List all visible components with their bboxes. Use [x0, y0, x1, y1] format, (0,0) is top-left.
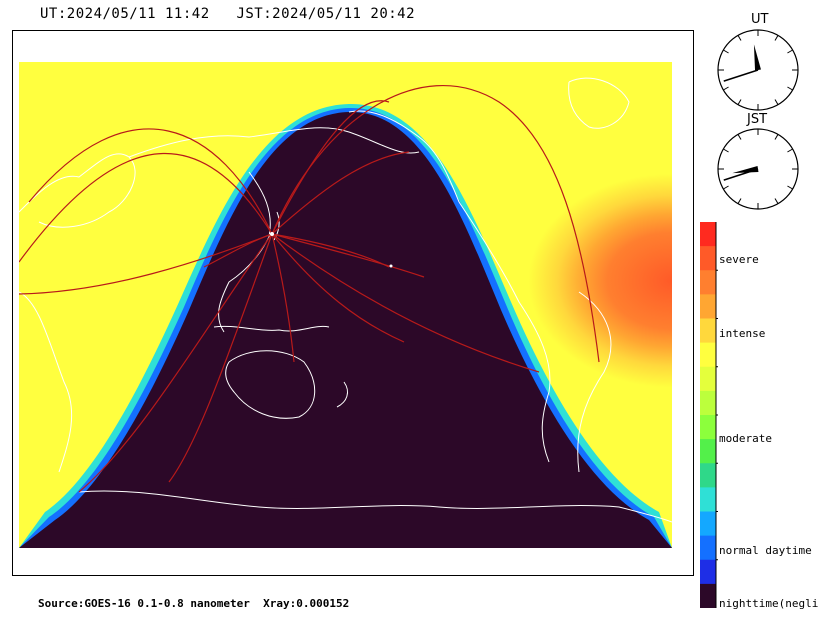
path-to-pacific-1: [271, 233, 390, 268]
ut-clock-tick: [723, 49, 729, 54]
legend-swatch: [700, 270, 716, 295]
transmitter-marker: [270, 232, 274, 236]
legend-swatch: [700, 318, 716, 344]
coast-africa: [19, 291, 73, 473]
coast-indonesia: [213, 325, 330, 332]
coast-asia: [128, 127, 420, 158]
source-footer: Source:GOES-16 0.1-0.8 nanometer Xray:0.…: [38, 597, 349, 610]
legend-swatch: [700, 463, 716, 488]
ut-time: UT:2024/05/11 11:42: [40, 6, 210, 22]
jst-clock-tick: [774, 134, 779, 140]
radio-paths: [19, 85, 600, 493]
path-to-south-america: [271, 233, 540, 373]
jst-clock: [717, 128, 799, 210]
coast-australia: [225, 350, 316, 419]
path-to-pacific-2: [271, 233, 405, 343]
jst-clock-label: JST: [747, 112, 768, 127]
legend-swatches: [700, 222, 718, 608]
path-to-north-america-1: [271, 151, 410, 235]
coast-alaska: [348, 110, 460, 203]
legend-swatch: [700, 559, 716, 585]
coast-newzealand: [336, 381, 348, 408]
coastlines: [19, 77, 672, 523]
jst-clock-tick: [774, 198, 779, 204]
ut-clock: [717, 29, 799, 111]
path-to-south-atlantic: [168, 233, 273, 483]
jst-clock-tick: [737, 198, 742, 204]
legend-swatch: [700, 342, 716, 368]
jst-time: JST:2024/05/11 20:42: [236, 6, 416, 22]
ut-clock-tick: [723, 86, 729, 91]
legend-swatch: [700, 222, 716, 247]
jst-clock-tick: [723, 148, 729, 153]
ut-hour-hand: [753, 44, 761, 71]
ut-minute-hand: [723, 69, 759, 82]
ut-clock-tick: [787, 49, 793, 54]
legend-label-normal-daytime: normal daytime: [719, 544, 812, 557]
ut-clock-tick: [787, 86, 793, 91]
path-to-europe-2: [19, 152, 273, 263]
ut-clock-tick: [737, 35, 742, 41]
source-text: Source:GOES-16 0.1-0.8 nanometer: [38, 597, 250, 610]
jst-clock-tick: [737, 134, 742, 140]
absorption-map: [19, 62, 672, 548]
time-header: UT:2024/05/11 11:42 JST:2024/05/11 20:42: [40, 6, 415, 22]
legend-swatch: [700, 294, 716, 319]
absorption-legend: [700, 222, 718, 608]
path-to-equatorial-pacific: [271, 233, 425, 278]
legend-swatch: [700, 439, 716, 464]
jst-clock-tick: [787, 185, 793, 190]
path-to-south-africa: [78, 233, 273, 493]
legend-swatch: [700, 511, 716, 537]
coast-south-america: [577, 291, 612, 473]
coast-antarctica: [78, 490, 672, 523]
ut-clock-label: UT: [751, 12, 769, 27]
xray-value: Xray:0.000152: [263, 597, 350, 610]
coast-north-america: [458, 201, 551, 463]
legend-swatch: [700, 415, 716, 440]
legend-label-moderate: moderate: [719, 432, 772, 445]
path-to-india: [203, 233, 273, 268]
coast-greenland: [568, 77, 630, 129]
jst-minute-hand: [723, 168, 759, 181]
ut-clock-ticks: [718, 30, 798, 110]
legend-label-intense: intense: [719, 327, 766, 340]
receiver-marker: [389, 264, 393, 268]
path-to-north-america-2: [271, 85, 600, 363]
legend-swatch: [700, 487, 716, 512]
legend-label-nighttime: nighttime(negli: [719, 597, 819, 610]
jst-clock-tick: [787, 148, 793, 153]
legend-swatch: [700, 390, 716, 416]
ut-clock-tick: [774, 99, 779, 105]
jst-clock-tick: [723, 185, 729, 190]
night-area: [19, 111, 672, 548]
path-to-africa: [19, 233, 273, 295]
legend-label-severe: severe: [719, 253, 759, 266]
path-to-atlantic: [271, 100, 390, 235]
ut-clock-tick: [737, 99, 742, 105]
legend-swatch: [700, 246, 716, 271]
legend-swatch: [700, 535, 716, 561]
legend-swatch: [700, 366, 716, 392]
ut-clock-tick: [774, 35, 779, 41]
path-to-australia: [271, 233, 295, 363]
jst-clock-ticks: [718, 129, 798, 209]
path-to-europe-1: [28, 128, 273, 235]
legend-swatch: [700, 583, 716, 608]
